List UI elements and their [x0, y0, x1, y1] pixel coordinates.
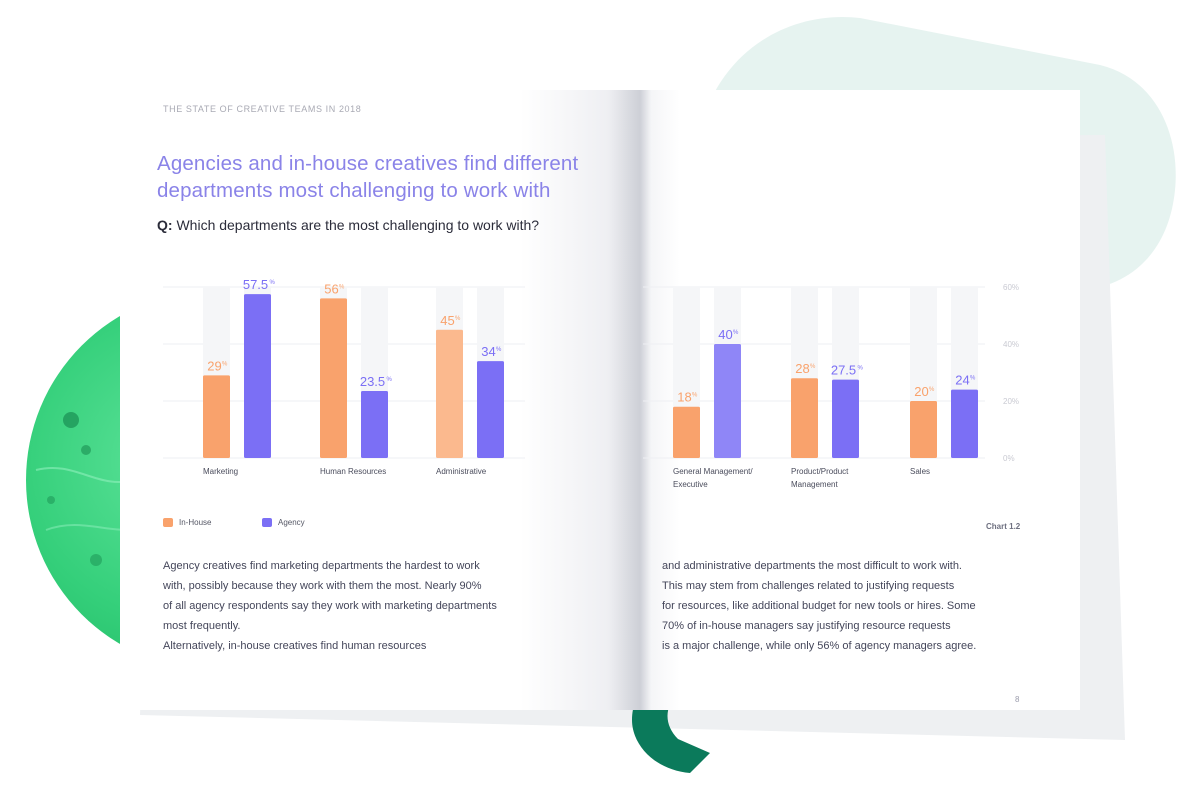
body-line: is a major challenge, while only 56% of … — [662, 640, 977, 652]
category-label: Sales — [910, 467, 930, 476]
body-line: Agency creatives find marketing departme… — [163, 560, 480, 572]
question-text: Which departments are the most challengi… — [172, 217, 540, 233]
data-label: 40 — [718, 327, 732, 342]
data-label-suffix: % — [496, 347, 502, 353]
bar-agency — [832, 379, 859, 458]
data-label-suffix: % — [387, 377, 393, 383]
data-label-suffix: % — [339, 284, 345, 290]
data-label-suffix: % — [222, 361, 228, 367]
body-line: 70% of in-house managers say justifying … — [662, 620, 951, 632]
bar-agency — [244, 294, 271, 458]
body-line: of all agency respondents say they work … — [163, 600, 497, 612]
heading-line-2: departments most challenging to work wit… — [157, 179, 551, 202]
data-label-suffix: % — [810, 364, 816, 370]
y-tick-label: 40% — [1003, 340, 1019, 349]
data-label: 24 — [955, 373, 969, 388]
data-label-suffix: % — [692, 393, 698, 399]
y-tick-label: 20% — [1003, 397, 1019, 406]
data-label: 23.5 — [360, 374, 385, 389]
category-label: Management — [791, 480, 838, 489]
data-label: 45 — [440, 313, 454, 328]
category-label: Administrative — [436, 467, 487, 476]
bar-agency — [714, 344, 741, 458]
running-head: THE STATE OF CREATIVE TEAMS IN 2018 — [163, 104, 362, 114]
data-label: 29 — [207, 358, 221, 373]
data-label-suffix: % — [858, 366, 864, 372]
legend-inhouse: In-House — [163, 518, 211, 527]
body-line: most frequently. — [163, 620, 241, 632]
question-prefix: Q: — [157, 217, 173, 233]
legend-agency: Agency — [262, 518, 305, 527]
category-label: Human Resources — [320, 467, 386, 476]
body-text-left: Agency creatives find marketing departme… — [163, 556, 533, 656]
data-label-suffix: % — [733, 330, 739, 336]
y-tick-label: 0% — [1003, 454, 1015, 463]
page-number: 8 — [1015, 695, 1020, 704]
bar-inhouse — [203, 375, 230, 458]
legend-swatch-inhouse — [163, 518, 173, 527]
data-label-suffix: % — [270, 280, 276, 286]
bar-agency — [951, 389, 978, 458]
category-label: Marketing — [203, 467, 238, 476]
chart-id: Chart 1.2 — [986, 522, 1021, 531]
y-tick-label: 60% — [1003, 283, 1019, 292]
category-label: Product/Product — [791, 467, 849, 476]
bar-inhouse — [320, 298, 347, 458]
survey-question: Q: Which departments are the most challe… — [157, 217, 539, 233]
legend-label-inhouse: In-House — [179, 518, 212, 527]
data-label: 57.5 — [243, 277, 268, 292]
data-label: 56 — [324, 281, 338, 296]
data-label-suffix: % — [970, 376, 976, 382]
category-label: General Management/ — [673, 467, 753, 476]
bar-agency — [477, 361, 504, 458]
body-line: and administrative departments the most … — [662, 560, 962, 572]
bar-inhouse — [791, 378, 818, 458]
data-label-suffix: % — [929, 387, 935, 393]
data-label: 20 — [914, 384, 928, 399]
data-label: 27.5 — [831, 363, 856, 378]
heading-line-1: Agencies and in-house creatives find dif… — [157, 152, 579, 175]
bar-inhouse — [910, 401, 937, 458]
book-spine-shadow — [520, 90, 680, 710]
bar-inhouse — [436, 329, 463, 458]
bar-inhouse — [673, 406, 700, 458]
body-line: with, possibly because they work with th… — [163, 580, 482, 592]
legend-swatch-agency — [262, 518, 272, 527]
category-label: Executive — [673, 480, 708, 489]
body-line: Alternatively, in-house creatives find h… — [163, 640, 427, 652]
body-text-right: and administrative departments the most … — [662, 556, 1012, 656]
page-heading: Agencies and in-house creatives find dif… — [157, 150, 597, 204]
body-line: This may stem from challenges related to… — [662, 580, 955, 592]
legend-label-agency: Agency — [278, 518, 305, 527]
data-label-suffix: % — [455, 316, 461, 322]
bar-agency — [361, 391, 388, 458]
data-label: 18 — [677, 390, 691, 405]
data-label: 28 — [795, 361, 809, 376]
body-line: for resources, like additional budget fo… — [662, 600, 976, 612]
data-label: 34 — [481, 344, 495, 359]
